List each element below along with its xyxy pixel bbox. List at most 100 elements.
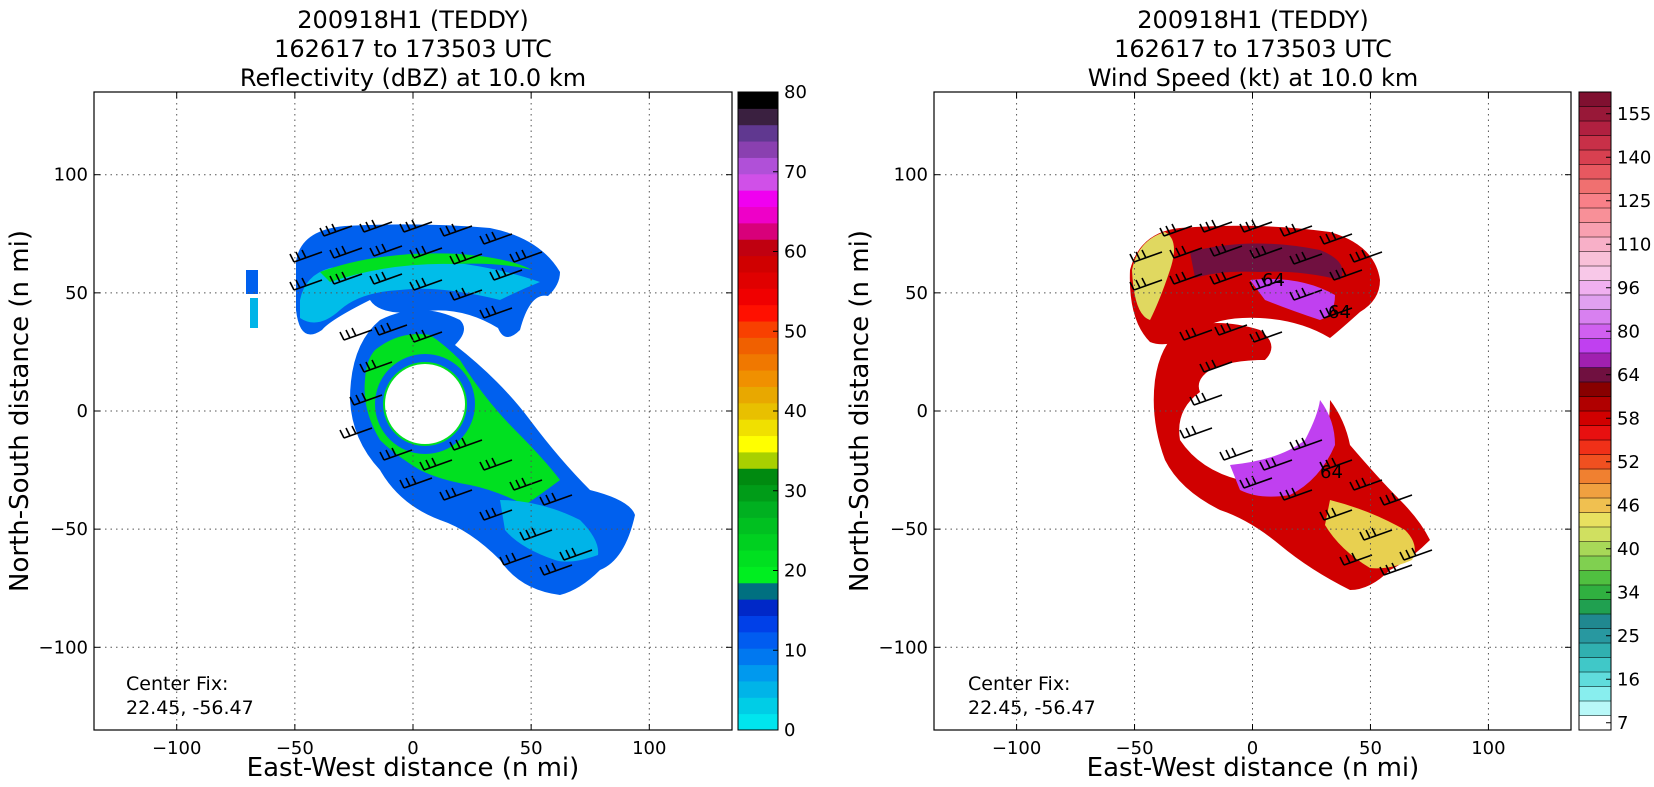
reflectivity-colorbar-label: 80 bbox=[784, 82, 807, 103]
reflectivity-wind-barb bbox=[409, 245, 443, 259]
reflectivity-wind-barb bbox=[409, 277, 443, 291]
reflectivity-wind-barb bbox=[479, 305, 513, 319]
reflectivity-wind-barb bbox=[479, 457, 513, 471]
reflectivity-wind-barb bbox=[319, 223, 353, 237]
wind-speed-colorbar-segment bbox=[1579, 367, 1611, 383]
wind-speed-colorbar-segment bbox=[1579, 541, 1611, 557]
reflectivity-eye bbox=[385, 364, 465, 444]
wind-speed-wind-barb bbox=[1159, 223, 1193, 237]
wind-speed-y-tick-label: 100 bbox=[894, 165, 928, 186]
wind-speed-wind-barb bbox=[1399, 547, 1433, 561]
reflectivity-colorbar-segment bbox=[738, 435, 778, 453]
reflectivity-colorbar-segment bbox=[738, 337, 778, 355]
reflectivity-colorbar-segment bbox=[738, 157, 778, 175]
reflectivity-colorbar-segment bbox=[738, 271, 778, 289]
reflectivity-wind-barb bbox=[409, 329, 443, 343]
reflectivity-colorbar-segment bbox=[738, 92, 778, 109]
reflectivity-x-tick-label: 50 bbox=[520, 738, 543, 759]
reflectivity-y-tick-label: 100 bbox=[54, 165, 88, 186]
wind-speed-colorbar-label: 110 bbox=[1617, 234, 1651, 255]
reflectivity-title-line-2: 162617 to 173503 UTC bbox=[274, 35, 552, 63]
wind-speed-colorbar-label: 80 bbox=[1617, 321, 1640, 342]
reflectivity-wind-barb bbox=[399, 219, 433, 233]
wind-speed-wind-barb bbox=[1329, 267, 1363, 281]
wind-speed-x-axis-label: East-West distance (n mi) bbox=[1087, 753, 1420, 783]
wind-speed-wind-barb bbox=[1249, 329, 1283, 343]
reflectivity-colorbar-segment bbox=[738, 124, 778, 142]
wind-speed-colorbar-segment bbox=[1579, 498, 1611, 513]
reflectivity-wind-barb bbox=[369, 271, 403, 285]
wind-speed-wind-barb bbox=[1359, 527, 1393, 541]
wind-speed-colorbar-segment bbox=[1579, 266, 1611, 281]
wind-speed-wind-barb bbox=[1289, 437, 1323, 451]
wind-speed-colorbar-segment bbox=[1579, 483, 1611, 499]
wind-speed-title-line-1: 200918H1 (TEDDY) bbox=[1137, 6, 1368, 34]
wind-speed-colorbar-segment bbox=[1579, 672, 1611, 687]
reflectivity-field bbox=[246, 219, 635, 595]
reflectivity-west-echo bbox=[246, 270, 258, 294]
wind-speed-y-tick-label: −100 bbox=[879, 637, 928, 658]
wind-speed-wind-barb bbox=[1179, 425, 1213, 439]
wind-speed-wind-barb bbox=[1189, 392, 1223, 406]
reflectivity-wind-barb bbox=[419, 457, 453, 471]
reflectivity-colorbar-segment bbox=[738, 550, 778, 567]
reflectivity-colorbar-segment bbox=[738, 321, 778, 338]
wind-speed-center-fix: Center Fix: 22.45, -56.47 bbox=[968, 673, 1096, 719]
reflectivity-y-tick-label: 0 bbox=[77, 401, 88, 422]
wind-speed-colorbar-segment bbox=[1579, 193, 1611, 209]
wind-speed-wind-barb bbox=[1239, 219, 1273, 233]
wind-speed-title-line-2: 162617 to 173503 UTC bbox=[1114, 35, 1392, 63]
wind-speed-north-band-yellow bbox=[1132, 232, 1174, 320]
reflectivity-colorbar-segment bbox=[738, 304, 778, 322]
reflectivity-wind-barb bbox=[539, 492, 573, 506]
reflectivity-colorbar-label: 50 bbox=[784, 321, 807, 342]
wind-speed-x-tick-label: 100 bbox=[1471, 738, 1505, 759]
wind-speed-wind-barb bbox=[1169, 245, 1203, 259]
wind-speed-center-fix-label: Center Fix: bbox=[968, 673, 1070, 695]
reflectivity-wind-barb bbox=[559, 547, 593, 561]
reflectivity-colorbar-segment bbox=[738, 631, 778, 649]
wind-speed-colorbar-segment bbox=[1579, 382, 1611, 397]
wind-speed-x-tick-label: 50 bbox=[1359, 738, 1382, 759]
wind-speed-spiral-purple bbox=[1230, 400, 1335, 497]
reflectivity-y-tick-label: 50 bbox=[65, 283, 88, 304]
wind-speed-y-tick-label: 0 bbox=[917, 401, 928, 422]
reflectivity-wind-barb bbox=[329, 271, 363, 285]
wind-speed-north-band-dark bbox=[1190, 243, 1343, 280]
wind-speed-y-axis-label: North-South distance (n mi) bbox=[845, 230, 875, 592]
reflectivity-grid bbox=[94, 92, 732, 730]
wind-speed-wind-barb bbox=[1259, 457, 1293, 471]
reflectivity-wind-barb bbox=[359, 359, 393, 373]
wind-speed-wind-barb bbox=[1219, 447, 1253, 461]
wind-speed-colorbar-frame bbox=[1578, 91, 1612, 731]
wind-speed-wind-barb bbox=[1379, 492, 1413, 506]
reflectivity-title-line-3: Reflectivity (dBZ) at 10.0 km bbox=[240, 64, 586, 92]
reflectivity-colorbar-segment bbox=[738, 468, 778, 486]
wind-speed-center-fix-value: 22.45, -56.47 bbox=[968, 697, 1096, 719]
wind-speed-wind-barb bbox=[1319, 231, 1353, 245]
wind-speed-wind-barb bbox=[1319, 457, 1353, 471]
reflectivity-x-tick-label: 0 bbox=[407, 738, 418, 759]
reflectivity-colorbar-segment bbox=[738, 239, 778, 257]
reflectivity-colorbar-label: 10 bbox=[784, 640, 807, 661]
reflectivity-center-fix-value: 22.45, -56.47 bbox=[126, 697, 254, 719]
reflectivity-colorbar-segment bbox=[738, 582, 778, 600]
wind-speed-contour-label-2: 64 bbox=[1328, 302, 1351, 323]
wind-speed-wind-barb bbox=[1209, 243, 1243, 257]
reflectivity-colorbar-segment bbox=[738, 419, 778, 437]
reflectivity-center-fix-label: Center Fix: bbox=[126, 673, 228, 695]
wind-speed-colorbar-segment bbox=[1579, 280, 1611, 296]
reflectivity-colorbar-segment bbox=[738, 533, 778, 551]
reflectivity-colorbar-segment bbox=[738, 402, 778, 420]
wind-speed-colorbar-segment bbox=[1579, 222, 1611, 238]
wind-speed-wind-barb bbox=[1209, 271, 1243, 285]
reflectivity-colorbar-segment bbox=[738, 255, 778, 273]
reflectivity-colorbar-segment bbox=[738, 648, 778, 666]
wind-speed-wind-barb bbox=[1199, 359, 1233, 373]
wind-speed-wind-barb bbox=[1289, 251, 1323, 265]
reflectivity-wind-barb bbox=[449, 251, 483, 265]
reflectivity-wind-barb bbox=[449, 287, 483, 301]
reflectivity-x-tick-label: −100 bbox=[152, 738, 201, 759]
wind-speed-colorbar-segment bbox=[1579, 570, 1611, 586]
reflectivity-colorbar-segment bbox=[738, 222, 778, 240]
